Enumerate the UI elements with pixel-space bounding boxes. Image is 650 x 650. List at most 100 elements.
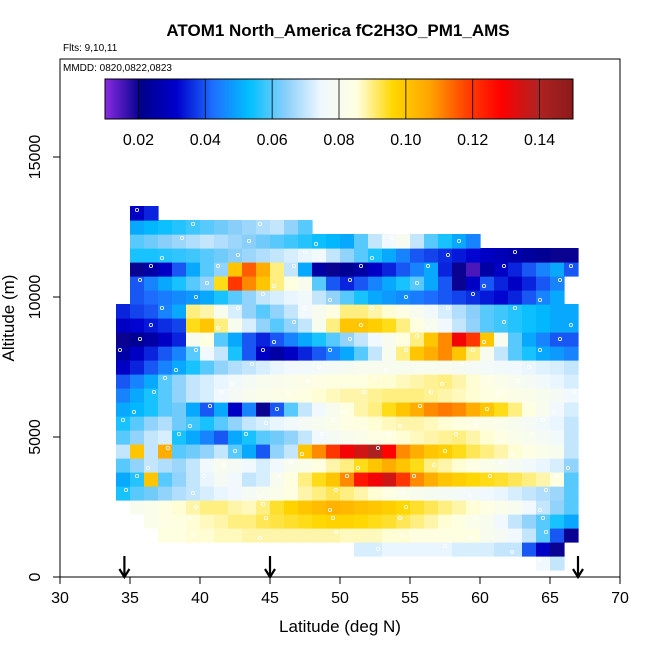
heatmap-cell [228, 528, 243, 543]
heatmap-cell [200, 528, 215, 543]
y-axis: 0 5000 10000 15000 [27, 135, 60, 581]
sample-marker [400, 490, 405, 495]
heatmap-cell [242, 262, 257, 277]
heatmap-cell [550, 444, 565, 459]
heatmap-cell [564, 360, 579, 375]
sample-marker [470, 347, 475, 352]
heatmap-cell [382, 402, 397, 417]
heatmap-cell [144, 248, 159, 263]
heatmap-cell [452, 430, 467, 445]
heatmap-cell [186, 290, 201, 305]
heatmap-cell [494, 290, 509, 305]
heatmap-cell [466, 262, 481, 277]
heatmap-cell [522, 444, 537, 459]
arrow-head [264, 568, 276, 580]
heatmap-cell [312, 234, 327, 249]
heatmap-cell [522, 304, 537, 319]
heatmap-cell [270, 430, 285, 445]
heatmap-cell [410, 290, 425, 305]
heatmap-cell [326, 248, 341, 263]
sample-marker [235, 252, 240, 257]
heatmap-cell [144, 360, 159, 375]
x-tick-label: 60 [471, 590, 489, 607]
heatmap-cell [424, 430, 439, 445]
heatmap-cell [368, 402, 383, 417]
heatmap-cell [326, 514, 341, 529]
heatmap-cell [270, 318, 285, 333]
sample-marker [173, 367, 178, 372]
heatmap-cell [256, 304, 271, 319]
sample-marker [118, 347, 123, 352]
heatmap-cell [438, 304, 453, 319]
heatmap-cell [172, 528, 187, 543]
colorbar-tick-label: 0.08 [323, 132, 354, 149]
colorbar-tick-label: 0.12 [457, 132, 488, 149]
heatmap-cell [340, 290, 355, 305]
heatmap-cell [410, 346, 425, 361]
heatmap-cell [550, 360, 565, 375]
heatmap-cell [116, 444, 131, 459]
heatmap-cell [466, 276, 481, 291]
sample-marker [204, 333, 209, 338]
heatmap-cell [494, 388, 509, 403]
sample-marker [121, 417, 126, 422]
heatmap-cell [186, 248, 201, 263]
heatmap-cell [186, 416, 201, 431]
heatmap-cell [130, 332, 145, 347]
sample-marker [263, 420, 268, 425]
heatmap-cell [284, 430, 299, 445]
heatmap-cell [172, 304, 187, 319]
heatmap-cell [158, 528, 173, 543]
sample-marker [369, 255, 374, 260]
heatmap-cell [410, 542, 425, 557]
sample-marker [137, 277, 142, 282]
heatmap-cell [438, 374, 453, 389]
heatmap-cell [452, 262, 467, 277]
heatmap-cell [158, 346, 173, 361]
heatmap-cell [144, 276, 159, 291]
heatmap-cell [214, 360, 229, 375]
heatmap-cell [242, 360, 257, 375]
heatmap-cell [312, 416, 327, 431]
heatmap-cell [550, 472, 565, 487]
heatmap-cell [508, 388, 523, 403]
heatmap-cell [242, 402, 257, 417]
heatmap-cell [424, 528, 439, 543]
heatmap-cell [536, 514, 551, 529]
heatmap-cell [368, 318, 383, 333]
heatmap-cell [144, 514, 159, 529]
sample-marker [176, 431, 181, 436]
sample-marker [513, 249, 518, 254]
heatmap-cell [130, 220, 145, 235]
heatmap-cell [354, 514, 369, 529]
heatmap-cell [298, 374, 313, 389]
heatmap-cell [116, 388, 131, 403]
heatmap-cell [550, 262, 565, 277]
colorbar-tick-label: 0.14 [524, 132, 555, 149]
heatmap-cell [130, 290, 145, 305]
sample-marker [347, 277, 352, 282]
heatmap-cell [130, 248, 145, 263]
sample-marker [271, 283, 276, 288]
heatmap-cell [270, 304, 285, 319]
heatmap-cell [480, 514, 495, 529]
heatmap-cell [508, 248, 523, 263]
heatmap-cell [144, 500, 159, 515]
heatmap-cell [452, 318, 467, 333]
heatmap-cell [242, 276, 257, 291]
heatmap-cell [480, 388, 495, 403]
heatmap-cell [382, 276, 397, 291]
heatmap-cell [396, 374, 411, 389]
sample-marker [159, 305, 164, 310]
heatmap-cell [522, 346, 537, 361]
heatmap-cell [368, 528, 383, 543]
heatmap-cell [396, 430, 411, 445]
heatmap-cell [550, 388, 565, 403]
heatmap-cell [508, 416, 523, 431]
heatmap-cell [158, 276, 173, 291]
heatmap-cell [326, 276, 341, 291]
heatmap-cell [564, 444, 579, 459]
heatmap-cell [536, 486, 551, 501]
heatmap-cell [452, 346, 467, 361]
